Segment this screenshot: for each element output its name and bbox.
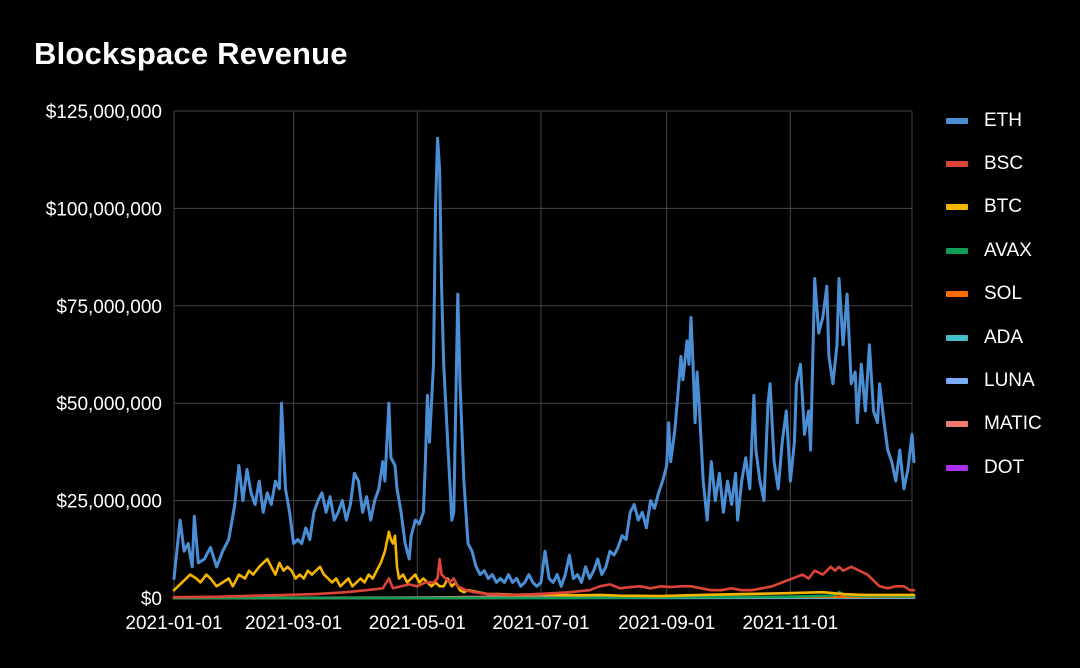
y-tick-label: $0 (141, 589, 162, 610)
y-axis-ticks: $0 $25,000,000 $50,000,000 $75,000,000 $100,… (46, 102, 162, 610)
legend-label: ADA (984, 326, 1024, 348)
legend-item-bsc: BSC (946, 142, 1042, 185)
grid-lines (173, 110, 913, 599)
legend-swatch (946, 117, 968, 124)
y-tick-label: $100,000,000 (46, 199, 162, 220)
x-tick-label: 2021-03-01 (245, 613, 342, 634)
legend-label: MATIC (984, 413, 1042, 435)
legend-item-sol: SOL (946, 273, 1042, 316)
legend-item-matic: MATIC (946, 403, 1042, 446)
legend-item-luna: LUNA (946, 359, 1042, 402)
y-tick-label: $25,000,000 (56, 492, 162, 513)
x-tick-label: 2021-11-01 (742, 613, 838, 634)
legend-label: ETH (984, 109, 1022, 131)
legend-item-dot: DOT (946, 446, 1042, 489)
legend-swatch (946, 421, 968, 428)
legend-swatch (946, 291, 968, 298)
legend-swatch (946, 334, 968, 341)
legend-label: LUNA (984, 370, 1035, 392)
y-tick-label: $50,000,000 (56, 394, 162, 415)
series-lines (172, 136, 916, 600)
legend-label: BSC (984, 153, 1024, 175)
y-tick-label: $125,000,000 (46, 102, 162, 123)
legend: ETH BSC BTC AVAX SOL ADA LUNA MATIC DOT (946, 99, 1042, 490)
legend-label: SOL (984, 283, 1023, 305)
x-axis-ticks: 2021-01-01 2021-03-01 2021-05-01 2021-07-01… (125, 613, 838, 634)
legend-label: BTC (984, 196, 1022, 218)
x-tick-label: 2021-05-01 (369, 613, 466, 634)
legend-label: AVAX (984, 239, 1032, 261)
legend-swatch (946, 378, 968, 385)
x-tick-label: 2021-09-01 (618, 613, 715, 634)
legend-item-eth: ETH (946, 99, 1042, 142)
legend-item-avax: AVAX (946, 229, 1042, 272)
legend-swatch (946, 204, 968, 211)
legend-item-ada: ADA (946, 316, 1042, 359)
x-tick-label: 2021-07-01 (492, 613, 589, 634)
series-line-bsc (172, 557, 916, 599)
legend-label: DOT (984, 456, 1025, 478)
x-tick-label: 2021-01-01 (125, 613, 222, 634)
y-tick-label: $75,000,000 (56, 297, 162, 318)
legend-swatch (946, 161, 968, 168)
legend-item-btc: BTC (946, 186, 1042, 229)
chart-title: Blockspace Revenue (34, 36, 348, 71)
legend-swatch (946, 247, 968, 254)
series-line-eth (172, 136, 916, 588)
legend-swatch (946, 464, 968, 471)
